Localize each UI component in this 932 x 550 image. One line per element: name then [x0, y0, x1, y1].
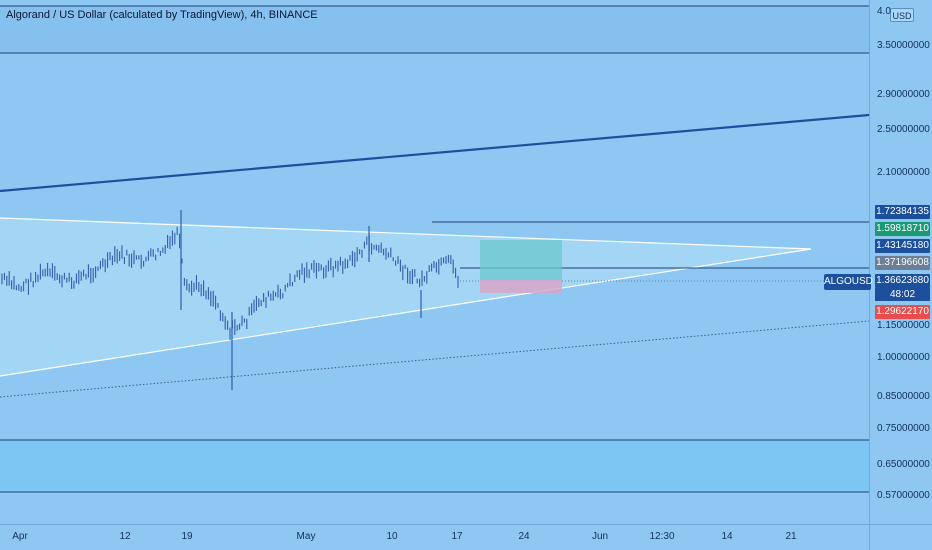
price-tag-level-1[interactable]: 1.72384135 — [875, 205, 930, 219]
price-tick-label: 0.85000000 — [877, 391, 930, 402]
long-trendline[interactable] — [0, 113, 869, 193]
time-label: Jun — [591, 531, 609, 542]
triangle-pattern-fill — [0, 218, 811, 376]
price-tick-label: 0.65000000 — [877, 459, 930, 470]
price-tick-label: 2.50000000 — [877, 124, 930, 135]
time-label: 24 — [518, 531, 530, 542]
last-price-tag[interactable]: 1.36623680 — [875, 274, 930, 288]
scale-corner — [869, 524, 932, 550]
symbol-tag: ALGOUSD — [824, 274, 873, 290]
chart-pane[interactable]: Algorand / US Dollar (calculated by Trad… — [0, 0, 869, 524]
price-tick-label: 0.57000000 — [877, 490, 930, 501]
position-stop-zone[interactable] — [480, 280, 562, 293]
price-tick-label: 3.50000000 — [877, 40, 930, 51]
chart-canvas[interactable] — [0, 0, 869, 524]
price-tick-label: 1.00000000 — [877, 352, 930, 363]
time-label: 12:30 — [649, 531, 675, 542]
upper-range-band — [0, 6, 869, 53]
time-label: May — [296, 531, 316, 542]
currency-button[interactable]: USD — [890, 8, 914, 22]
triangle-upper-line[interactable] — [0, 217, 812, 250]
candlestick-series — [1, 210, 459, 390]
bar-countdown: 48:02 — [875, 288, 930, 301]
position-target-zone[interactable] — [480, 240, 562, 280]
time-label: 14 — [721, 531, 733, 542]
time-label: 12 — [119, 531, 131, 542]
price-tag-stop[interactable]: 1.29622170 — [875, 305, 930, 319]
time-scale[interactable]: Apr 12 19 May 10 17 24 Jun 12:30 14 21 — [0, 524, 869, 550]
price-tick-label: 2.90000000 — [877, 89, 930, 100]
triangle-lower-line[interactable] — [0, 248, 812, 377]
price-tag-entry[interactable]: 1.37196608 — [875, 256, 930, 270]
chart-title: Algorand / US Dollar (calculated by Trad… — [6, 9, 318, 21]
time-label: Apr — [12, 531, 28, 542]
time-label: 19 — [181, 531, 193, 542]
price-tag-target[interactable]: 1.59818710 — [875, 222, 930, 236]
time-label: 10 — [386, 531, 398, 542]
price-tick-label: 2.10000000 — [877, 167, 930, 178]
price-tag-level-3[interactable]: 1.43145180 — [875, 239, 930, 253]
lower-range-band — [0, 440, 869, 492]
price-tick-label: 0.75000000 — [877, 423, 930, 434]
time-label: 17 — [451, 531, 463, 542]
time-label: 21 — [785, 531, 797, 542]
price-tick-label: 4.0 — [877, 6, 891, 17]
price-tick-label: 1.15000000 — [877, 320, 930, 331]
